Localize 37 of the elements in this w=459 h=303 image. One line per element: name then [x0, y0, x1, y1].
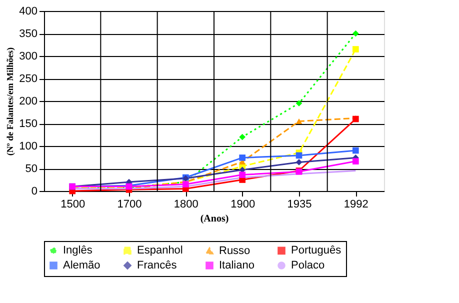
legend-label: Francês	[137, 260, 178, 272]
y-tick-label: 200	[19, 96, 38, 108]
point	[352, 30, 359, 37]
point	[296, 159, 302, 166]
legend-label: Inglês	[63, 244, 93, 257]
y-tick-label: 100	[19, 140, 38, 152]
point	[296, 100, 302, 106]
point	[352, 46, 359, 52]
legend-label: Polaco	[291, 260, 325, 272]
y-tick-label: 0	[31, 186, 38, 198]
y-tick-label: 300	[19, 50, 38, 62]
x-tick-label: 1992	[344, 198, 368, 210]
point	[239, 134, 246, 140]
point	[296, 118, 302, 124]
legend-label: Italiano	[219, 260, 254, 272]
point	[296, 152, 302, 159]
point	[239, 172, 246, 178]
x-tick-label: 1935	[287, 198, 312, 210]
point	[239, 154, 246, 161]
x-axis-title: (Anos)	[200, 214, 229, 224]
legend-label: Russo	[219, 244, 250, 257]
x-tick-label: 1700	[117, 198, 142, 210]
y-tick-label: 150	[19, 118, 38, 130]
x-tick-label: 1500	[60, 198, 86, 210]
y-axis-title: (Nº de Falantes/em Milhões)	[5, 47, 16, 156]
y-tick-label: 250	[19, 73, 38, 85]
y-tick-label: 400	[19, 6, 38, 18]
point	[352, 147, 359, 154]
x-tick-label: 1900	[230, 198, 256, 210]
y-tick-label: 350	[19, 28, 38, 40]
legend-label: Espanhol	[137, 244, 183, 257]
point	[352, 158, 359, 164]
y-tick-label: 50	[25, 163, 38, 175]
x-tick-label: 1800	[174, 198, 198, 210]
point	[182, 181, 189, 188]
legend-label: Português	[291, 244, 342, 257]
legend-label: Alemão	[63, 260, 100, 272]
